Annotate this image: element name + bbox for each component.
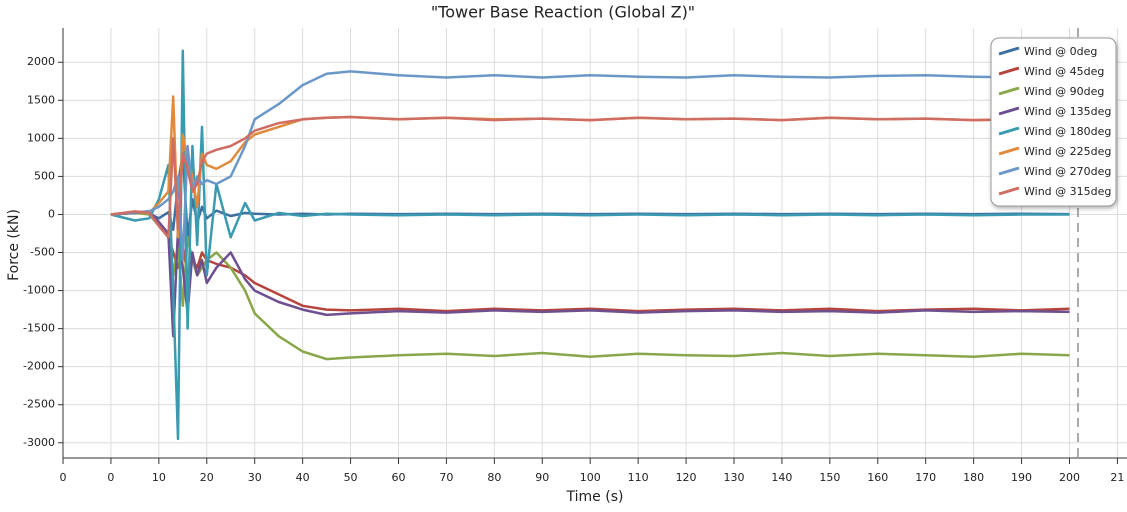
y-tick-label: 0 <box>48 207 55 220</box>
x-tick-label: 20 <box>200 471 214 484</box>
x-tick-label: 100 <box>580 471 601 484</box>
y-axis-title: Force (kN) <box>6 209 22 281</box>
x-tick-label: 120 <box>676 471 697 484</box>
legend-box <box>990 37 1117 207</box>
x-tick-label: 90 <box>535 471 549 484</box>
x-tick-label: 21 <box>1110 471 1124 484</box>
x-tick-label: 0 <box>60 471 67 484</box>
y-tick-label: -3000 <box>23 436 55 449</box>
series-line <box>110 70 1070 262</box>
y-tick-label: -500 <box>30 246 55 259</box>
y-tick-label: -2500 <box>23 398 55 411</box>
legend-label: Wind @ 270deg <box>1024 165 1111 178</box>
legend-label: Wind @ 225deg <box>1024 145 1111 158</box>
chart-title: "Tower Base Reaction (Global Z)" <box>431 3 695 22</box>
y-tick-label: -1500 <box>23 322 55 335</box>
legend-swatch <box>998 146 1020 156</box>
lines <box>110 49 1070 441</box>
x-tick-label: 80 <box>487 471 501 484</box>
x-tick-label: 60 <box>391 471 405 484</box>
legend-swatch <box>998 166 1020 176</box>
legend-swatch <box>998 46 1020 56</box>
x-tick-label: 130 <box>723 471 744 484</box>
y-tick-label: 1000 <box>27 131 55 144</box>
legend-label: Wind @ 315deg <box>1024 185 1111 198</box>
y-tick-label: 1500 <box>27 93 55 106</box>
y-tick-label: -2000 <box>23 360 55 373</box>
series-line <box>110 49 1070 441</box>
y-tick-label: 2000 <box>27 55 55 68</box>
legend-label: Wind @ 135deg <box>1024 105 1111 118</box>
legend-swatch <box>998 86 1020 96</box>
x-tick-label: 30 <box>248 471 262 484</box>
legend: Wind @ 0deg Wind @ 45deg Wind @ 90deg Wind … <box>990 37 1117 207</box>
x-tick-label: 170 <box>915 471 936 484</box>
legend-swatch <box>998 186 1020 196</box>
x-tick-label: 200 <box>1059 471 1080 484</box>
x-tick-label: 180 <box>963 471 984 484</box>
x-tick-label: 70 <box>439 471 453 484</box>
x-tick-label: 10 <box>152 471 166 484</box>
x-tick-label: 150 <box>819 471 840 484</box>
legend-label: Wind @ 180deg <box>1024 125 1111 138</box>
y-tick-label: 500 <box>34 169 55 182</box>
legend-label: Wind @ 90deg <box>1024 85 1104 98</box>
grid <box>58 28 1127 464</box>
x-tick-label: 190 <box>1011 471 1032 484</box>
legend-swatch <box>998 126 1020 136</box>
x-axis-title: Time (s) <box>566 489 624 505</box>
series-line <box>110 210 1070 338</box>
legend-label: Wind @ 45deg <box>1024 65 1104 78</box>
x-tick-label: 0 <box>107 471 114 484</box>
y-tick-label: -1000 <box>23 284 55 297</box>
legend-swatch <box>998 66 1020 76</box>
x-tick-label: 110 <box>628 471 649 484</box>
legend-swatch <box>998 106 1020 116</box>
x-tick-label: 50 <box>344 471 358 484</box>
x-tick-label: 40 <box>296 471 310 484</box>
x-tick-label: 140 <box>771 471 792 484</box>
legend-label: Wind @ 0deg <box>1024 45 1097 58</box>
x-tick-label: 160 <box>867 471 888 484</box>
series-line <box>110 115 1070 239</box>
